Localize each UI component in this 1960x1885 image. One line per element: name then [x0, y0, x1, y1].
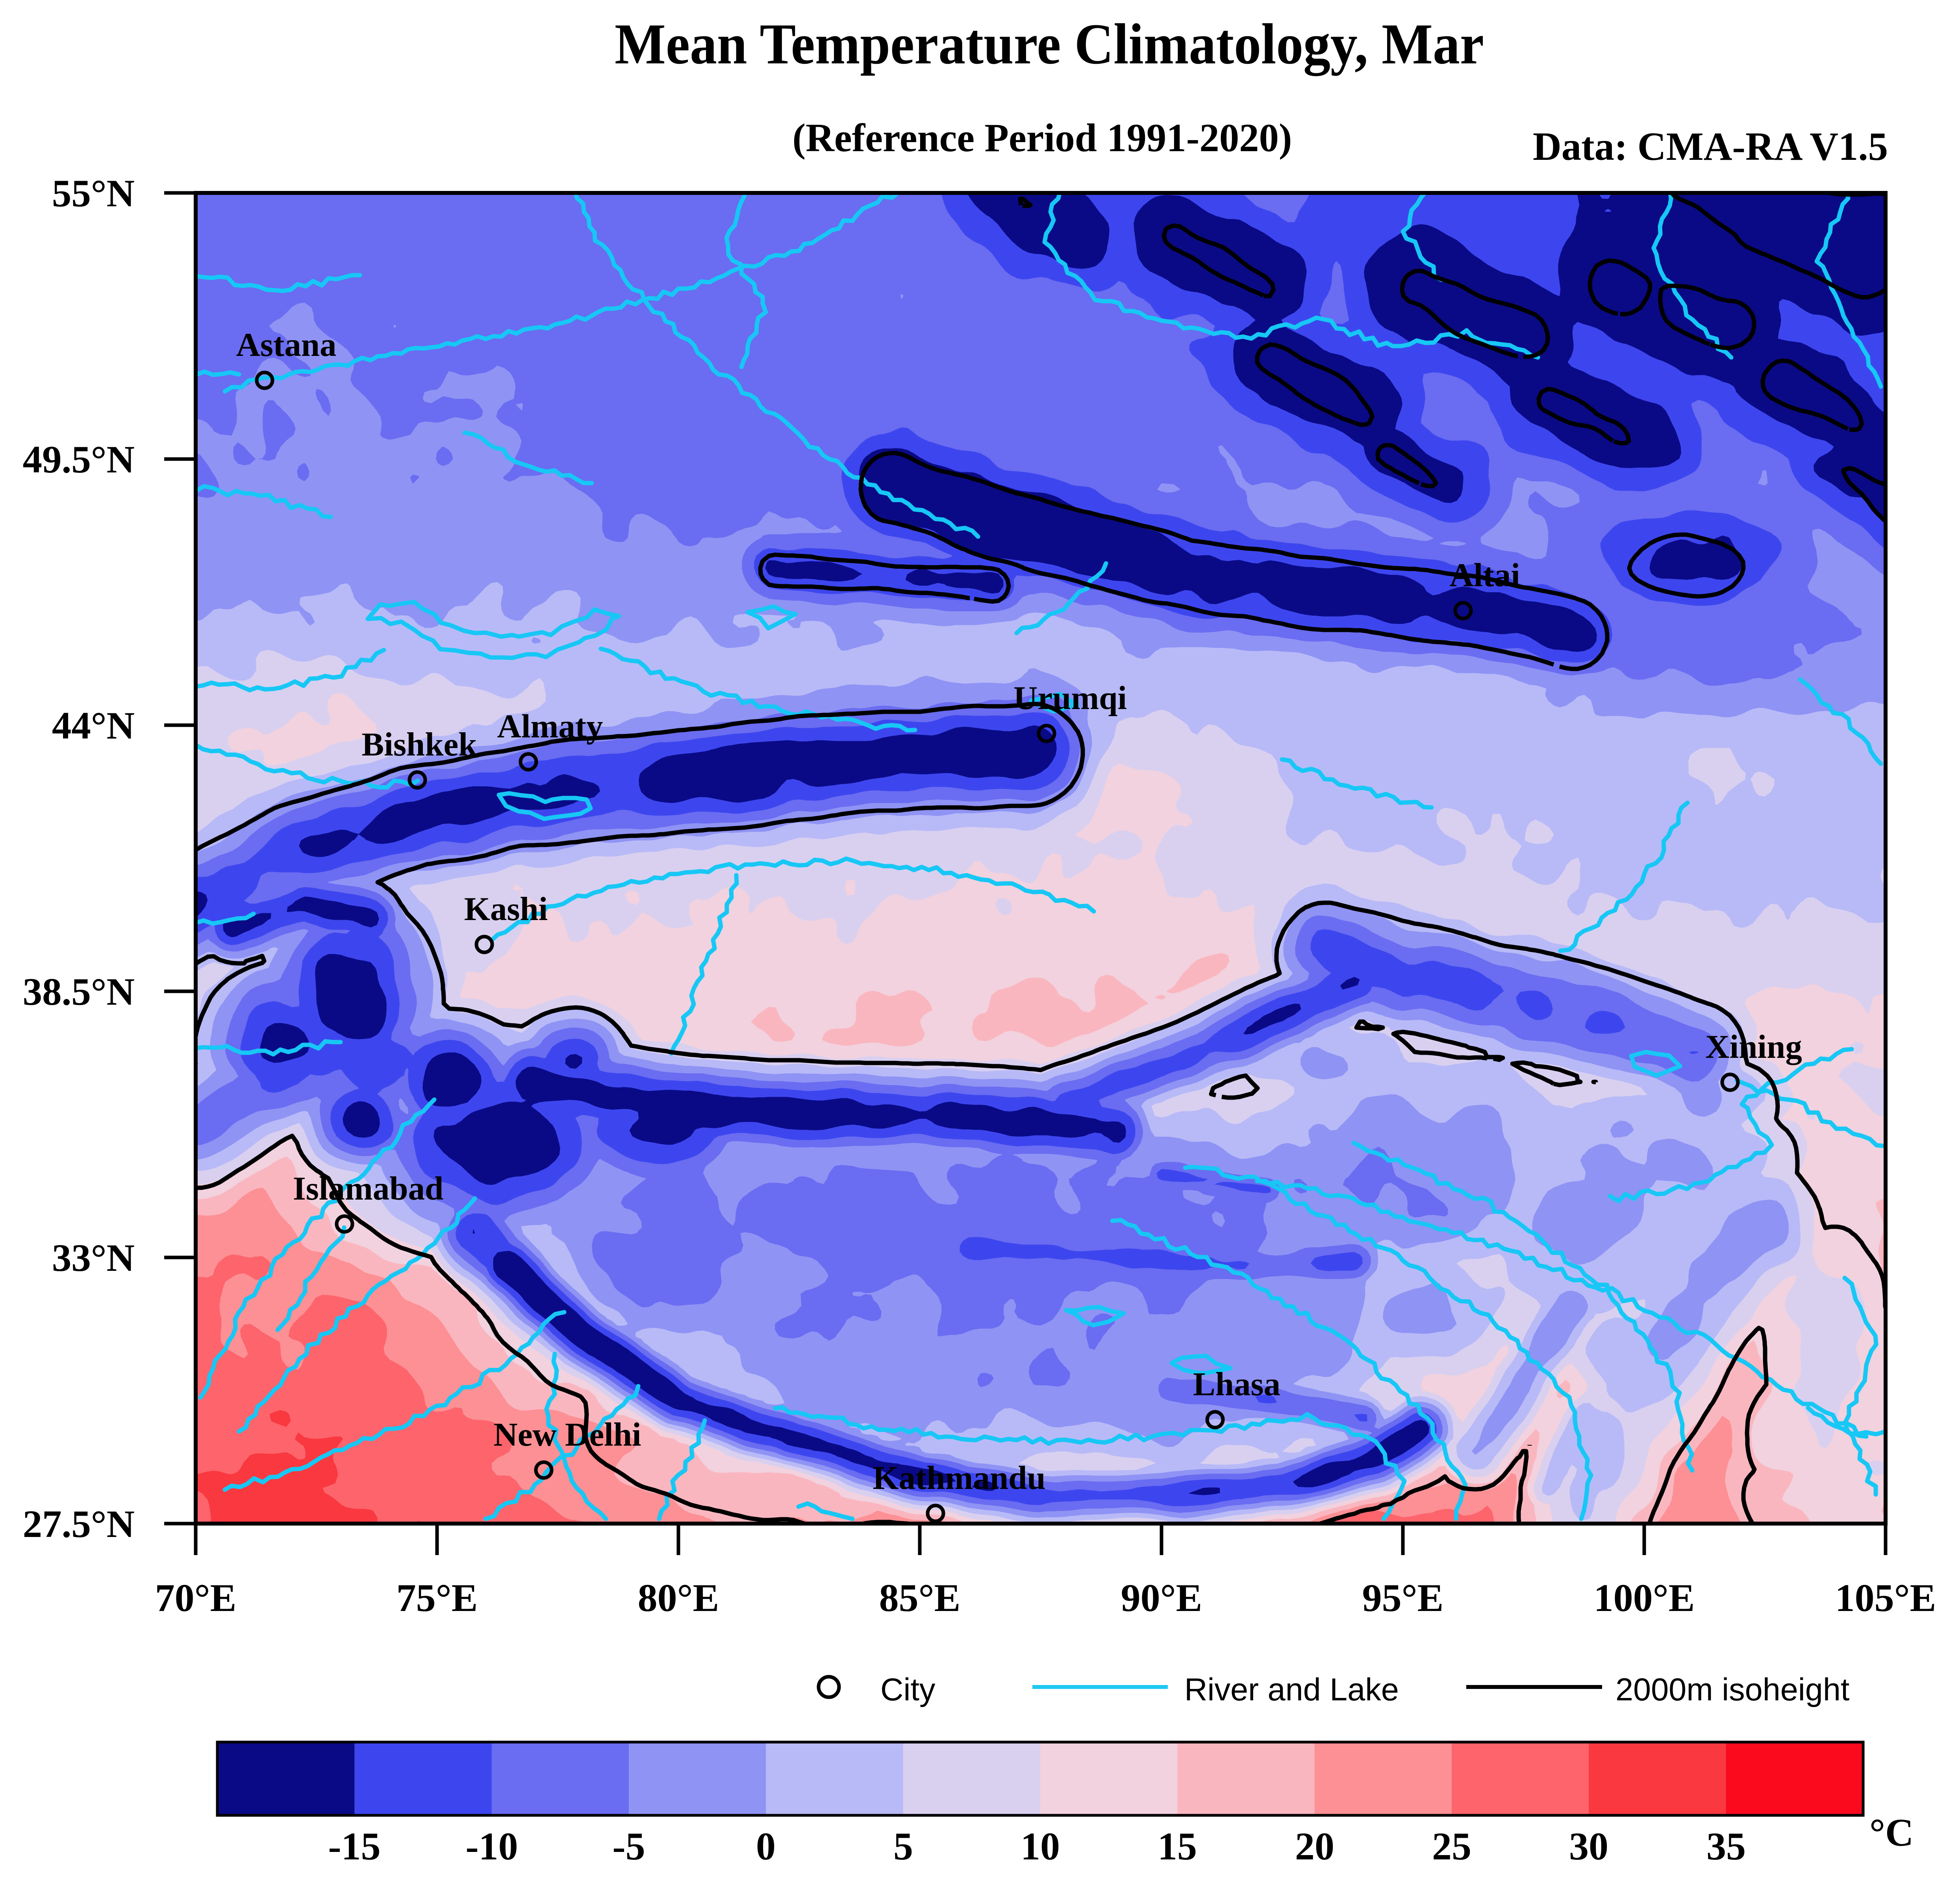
- svg-text:Lhasa: Lhasa: [1193, 1366, 1280, 1403]
- svg-text:90°E: 90°E: [1121, 1576, 1202, 1620]
- svg-text:49.5°N: 49.5°N: [23, 438, 135, 481]
- svg-text:Almaty: Almaty: [497, 708, 603, 745]
- svg-text:-5: -5: [612, 1824, 645, 1868]
- svg-text:38.5°N: 38.5°N: [23, 970, 135, 1013]
- svg-text:-15: -15: [328, 1824, 380, 1868]
- svg-text:95°E: 95°E: [1362, 1576, 1444, 1620]
- svg-text:35: 35: [1706, 1824, 1746, 1868]
- svg-text:Islamabad: Islamabad: [293, 1170, 444, 1207]
- svg-text:55°N: 55°N: [52, 172, 135, 215]
- svg-text:Kashi: Kashi: [464, 891, 548, 928]
- svg-text:Altai: Altai: [1449, 557, 1520, 594]
- svg-text:85°E: 85°E: [879, 1576, 961, 1620]
- svg-text:Bishkek: Bishkek: [362, 726, 478, 763]
- svg-text:100°E: 100°E: [1594, 1576, 1695, 1620]
- svg-text:2000m isoheight: 2000m isoheight: [1615, 1672, 1849, 1707]
- svg-text:Xining: Xining: [1705, 1028, 1802, 1065]
- svg-text:5: 5: [893, 1824, 913, 1868]
- svg-text:Urumqi: Urumqi: [1013, 680, 1127, 717]
- svg-text:River and Lake: River and Lake: [1184, 1672, 1399, 1707]
- svg-text:Kathmandu: Kathmandu: [873, 1459, 1045, 1496]
- svg-text:33°N: 33°N: [52, 1237, 135, 1280]
- svg-text:Data: CMA-RA V1.5: Data: CMA-RA V1.5: [1533, 124, 1888, 169]
- svg-text:(Reference Period 1991-2020): (Reference Period 1991-2020): [793, 116, 1292, 160]
- svg-text:0: 0: [756, 1824, 776, 1868]
- svg-text:44°N: 44°N: [52, 704, 135, 747]
- svg-text:30: 30: [1569, 1824, 1608, 1868]
- svg-text:27.5°N: 27.5°N: [23, 1503, 135, 1546]
- svg-text:80°E: 80°E: [638, 1576, 719, 1620]
- svg-text:105°E: 105°E: [1835, 1576, 1936, 1620]
- svg-text:20: 20: [1295, 1824, 1334, 1868]
- svg-text:New Delhi: New Delhi: [493, 1416, 641, 1453]
- svg-text:15: 15: [1158, 1824, 1197, 1868]
- svg-text:-10: -10: [465, 1824, 518, 1868]
- svg-text:25: 25: [1432, 1824, 1471, 1868]
- svg-text:75°E: 75°E: [396, 1576, 478, 1620]
- svg-text:City: City: [880, 1672, 936, 1707]
- svg-text:10: 10: [1021, 1824, 1060, 1868]
- svg-text:Mean Temperature Climatology,: Mean Temperature Climatology, Mar: [615, 12, 1484, 76]
- svg-text:70°E: 70°E: [155, 1576, 237, 1620]
- svg-text:°C: °C: [1869, 1811, 1914, 1854]
- svg-text:Astana: Astana: [236, 326, 336, 363]
